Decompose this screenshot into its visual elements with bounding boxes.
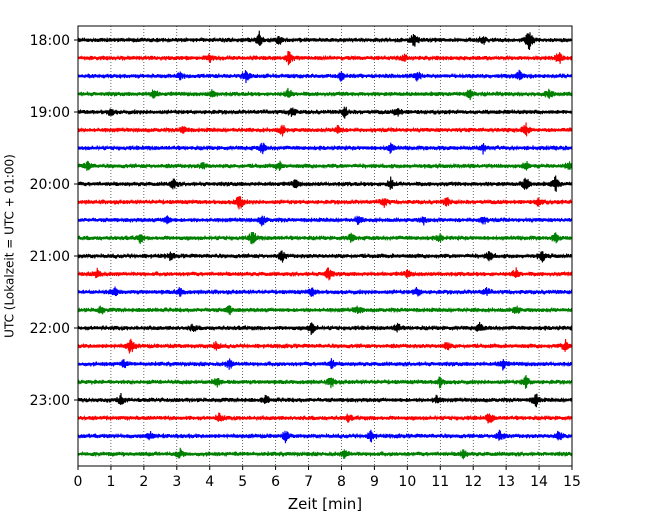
x-axis-label: Zeit [min] [288, 495, 362, 513]
x-tick-label: 1 [106, 474, 115, 490]
x-tick-label: 2 [139, 474, 148, 490]
x-tick-label: 14 [530, 474, 548, 490]
trace-signal [77, 321, 573, 336]
trace [77, 175, 573, 192]
x-tick-label: 4 [205, 474, 214, 490]
x-tick-label: 0 [74, 474, 83, 490]
trace-signal [77, 142, 573, 155]
trace [77, 30, 573, 50]
trace-signal [77, 160, 573, 171]
y-tick-label: 21:00 [30, 249, 70, 265]
y-axis-label: UTC (Lokalzeit = UTC + 01:00) [3, 154, 17, 338]
trace-signal [77, 375, 573, 389]
x-tick-label: 8 [337, 474, 346, 490]
trace [77, 231, 573, 245]
trace [77, 87, 573, 101]
trace-signal [77, 215, 573, 227]
trace [77, 267, 573, 281]
trace [77, 338, 573, 354]
x-tick-label: 12 [464, 474, 482, 490]
x-tick-label: 11 [431, 474, 449, 490]
trace-signal [77, 106, 573, 119]
x-tick-label: 3 [172, 474, 181, 490]
x-tick-label: 13 [497, 474, 515, 490]
trace-signal [77, 50, 573, 66]
trace [77, 429, 573, 444]
trace-signal [77, 231, 573, 245]
trace [77, 375, 573, 389]
trace [77, 305, 573, 316]
plot-frame [77, 25, 573, 467]
x-tick-label: 6 [271, 474, 280, 490]
x-axis-ticks: 0 1 2 3 4 5 6 7 8 9 10 11 12 13 14 15 [74, 466, 581, 490]
y-tick-label: 22:00 [30, 321, 70, 337]
trace-signal [77, 175, 573, 192]
trace-signal [77, 30, 573, 50]
trace [77, 215, 573, 227]
trace [77, 142, 573, 155]
y-tick-label: 23:00 [30, 393, 70, 409]
trace [77, 358, 573, 371]
trace-signal [77, 196, 573, 210]
trace [77, 321, 573, 336]
trace-signal [77, 69, 573, 84]
seismogram-traces [77, 30, 573, 460]
trace-signal [77, 267, 573, 281]
trace-signal [77, 338, 573, 354]
trace [77, 106, 573, 119]
y-tick-label: 19:00 [30, 105, 70, 121]
trace [77, 160, 573, 171]
trace-signal [77, 412, 573, 424]
y-tick-label: 20:00 [30, 177, 70, 193]
trace [77, 250, 573, 263]
trace-signal [77, 286, 573, 298]
x-tick-label: 9 [370, 474, 379, 490]
trace-signal [77, 358, 573, 371]
trace [77, 196, 573, 210]
trace [77, 122, 573, 137]
trace-signal [77, 305, 573, 316]
y-tick-label: 18:00 [30, 33, 70, 49]
x-tick-label: 7 [304, 474, 313, 490]
x-tick-label: 15 [563, 474, 581, 490]
trace-signal [77, 87, 573, 101]
trace [77, 412, 573, 424]
x-gridlines [110, 26, 540, 466]
trace-signal [77, 250, 573, 263]
x-tick-label: 5 [238, 474, 247, 490]
trace [77, 69, 573, 84]
trace-signal [77, 392, 573, 408]
trace [77, 447, 573, 460]
y-axis-ticks: 18:00 19:00 20:00 21:00 22:00 23:00 [30, 33, 78, 409]
trace-signal [77, 122, 573, 137]
trace-signal [77, 429, 573, 444]
trace-signal [77, 447, 573, 460]
trace [77, 50, 573, 66]
x-tick-label: 10 [398, 474, 416, 490]
trace [77, 286, 573, 298]
trace [77, 392, 573, 408]
